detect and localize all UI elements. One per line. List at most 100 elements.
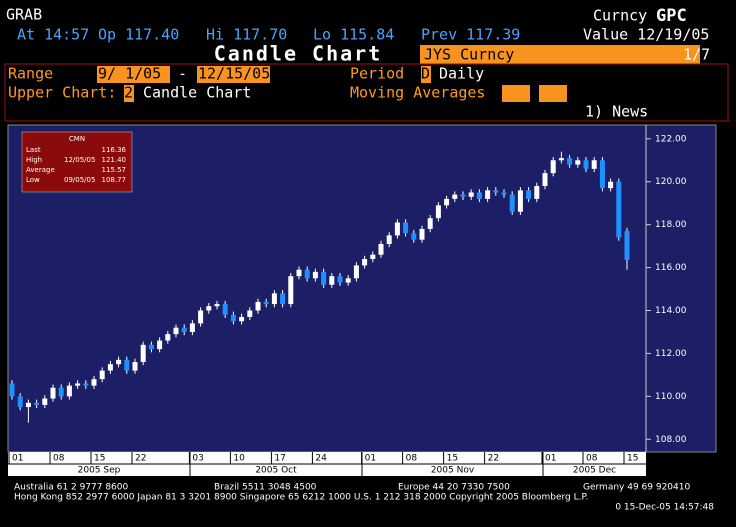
- candle-body: [296, 269, 302, 277]
- period-code: D: [421, 65, 430, 83]
- y-tick-label: 114.00: [655, 306, 687, 316]
- candle-body: [517, 190, 523, 212]
- candle-body: [321, 271, 327, 285]
- quote-time: At 14:57: [17, 26, 89, 44]
- candle-body: [263, 301, 269, 305]
- candle-body: [34, 402, 40, 405]
- candle-body: [624, 231, 630, 260]
- candle-body: [247, 310, 253, 317]
- stats-cell: 12/05/05: [64, 156, 95, 164]
- candle-body: [386, 235, 392, 244]
- period-field[interactable]: [421, 66, 431, 83]
- stats-cell: 116.36: [102, 146, 127, 154]
- stats-cell: 09/05/05: [64, 176, 95, 184]
- x-tick-label: 10: [233, 454, 245, 464]
- upper-chart-field[interactable]: [124, 85, 134, 102]
- moving-average-field[interactable]: [539, 85, 567, 102]
- candle-body: [337, 276, 343, 283]
- stats-cell: Last: [26, 146, 41, 154]
- page-number: 1/7: [683, 46, 710, 64]
- quote-low: Lo 115.84: [313, 26, 394, 44]
- candle-body: [394, 222, 400, 236]
- candle-body: [107, 364, 113, 371]
- candle-body: [91, 379, 97, 386]
- footer-contact: Brazil 5511 3048 4500: [214, 483, 317, 493]
- candle-body: [378, 243, 384, 255]
- candle-body: [173, 327, 179, 335]
- candle-body: [230, 314, 236, 322]
- candle-body: [427, 218, 433, 229]
- candle-body: [157, 340, 163, 350]
- candle-body: [140, 344, 146, 363]
- security-field[interactable]: [420, 45, 700, 64]
- stats-cell: 121.40: [102, 156, 127, 164]
- candle-body: [599, 160, 605, 189]
- footer-contact: Europe 44 20 7330 7500: [398, 483, 510, 493]
- candle-body: [50, 387, 56, 399]
- candle-body: [255, 301, 261, 311]
- x-tick-label: 08: [586, 454, 598, 464]
- candle-body: [25, 402, 31, 408]
- stats-cell: Low: [26, 176, 40, 184]
- quote-prev: Prev 117.39: [421, 26, 520, 44]
- candle-body: [362, 258, 368, 266]
- candle-body: [280, 293, 286, 305]
- candle-body: [132, 362, 138, 371]
- x-tick-label: 01: [545, 454, 556, 464]
- security: JYS Curncy: [424, 46, 514, 64]
- candle-body: [124, 359, 130, 371]
- range-label: Range: [8, 65, 53, 83]
- y-tick-label: 110.00: [655, 392, 687, 402]
- candle-body: [476, 192, 482, 199]
- candle-body: [583, 160, 589, 169]
- candle-body: [403, 222, 409, 234]
- candle-body: [435, 205, 441, 219]
- candle-body: [526, 190, 532, 199]
- y-tick-label: 112.00: [655, 349, 687, 359]
- stats-cell: 108.77: [102, 176, 127, 184]
- x-group-label: 2005 Nov: [431, 466, 475, 476]
- candle-body: [591, 160, 597, 169]
- quote-open: Op 117.40: [98, 26, 179, 44]
- candle-body: [165, 334, 171, 341]
- x-tick-label: 08: [406, 454, 418, 464]
- candle-body: [83, 383, 89, 386]
- stats-cell: 115.57: [102, 166, 127, 174]
- y-tick-label: 120.00: [655, 177, 687, 187]
- candle-body: [181, 327, 187, 332]
- footer-contact: Australia 61 2 9777 8600: [14, 483, 129, 493]
- candle-body: [9, 383, 15, 397]
- quote-high: Hi 117.70: [206, 26, 287, 44]
- security-type: Curncy: [593, 7, 647, 25]
- x-tick-label: 15: [627, 454, 638, 464]
- candle-body: [148, 344, 154, 350]
- candle-body: [542, 173, 548, 187]
- period-name: Daily: [439, 65, 484, 83]
- candle-body: [608, 181, 614, 189]
- candle-body: [222, 304, 228, 315]
- upper-chart-name: Candle Chart: [143, 84, 251, 102]
- candle-body: [444, 198, 450, 206]
- candle-body: [534, 186, 540, 199]
- ticker: GRAB: [6, 6, 42, 24]
- function-code: GPC: [656, 6, 687, 26]
- candle-body: [206, 306, 212, 311]
- candle-body: [198, 310, 204, 324]
- candle-body: [239, 316, 245, 322]
- range-start-field[interactable]: [97, 66, 170, 83]
- news-link[interactable]: 1) News: [585, 103, 648, 121]
- candle-body: [558, 158, 564, 161]
- x-group-label: 2005 Dec: [573, 466, 616, 476]
- candle-body: [42, 398, 48, 405]
- y-tick-label: 122.00: [655, 134, 687, 144]
- x-tick-label: 01: [365, 454, 376, 464]
- candle-body: [411, 233, 417, 240]
- range-end-field[interactable]: [197, 66, 270, 83]
- moving-average-field[interactable]: [502, 85, 530, 102]
- x-tick-label: 15: [94, 454, 105, 464]
- plot: 108.00 110.00 112.00 114.00 116.00 118.00 120.…: [8, 134, 687, 476]
- x-group-label: 2005 Sep: [78, 466, 121, 476]
- candle-body: [485, 190, 491, 199]
- footer-timestamp: 0 15-Dec-05 14:57:48: [615, 503, 714, 513]
- candle-body: [66, 385, 72, 397]
